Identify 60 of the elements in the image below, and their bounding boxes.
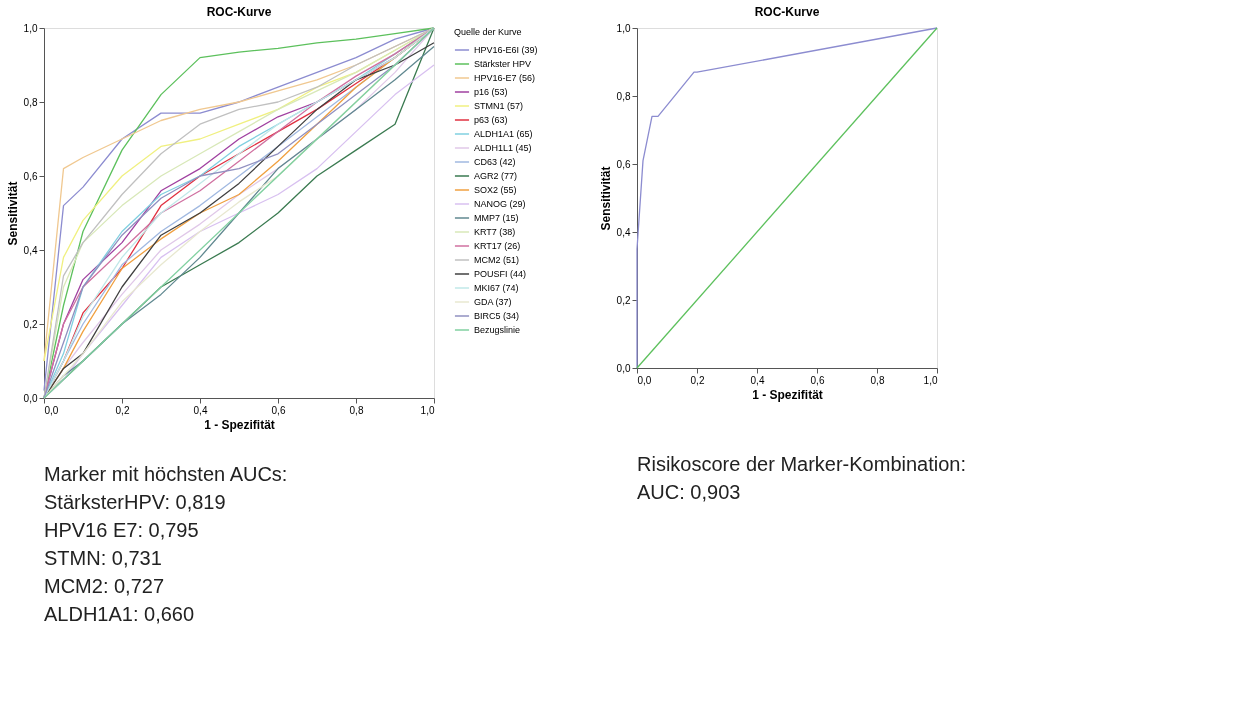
x-axis-title: 1 - Spezifität [752, 387, 823, 402]
legend-label: NANOG (29) [474, 199, 526, 209]
chart-title: ROC-Kurve [206, 5, 272, 19]
legend-label: Stärkster HPV [474, 59, 532, 69]
x-tick-label: 0,2 [115, 404, 130, 416]
y-axis-title: Sensitivität [598, 166, 613, 231]
x-tick-label: 0,8 [870, 374, 885, 386]
legend-label: MCM2 (51) [474, 255, 520, 265]
y-tick-label: 0,0 [616, 362, 631, 374]
x-tick-label: 0,4 [193, 404, 208, 416]
x-tick-label: 0,0 [44, 404, 59, 416]
legend-title: Quelle der Kurve [454, 27, 522, 37]
legend-label: Bezugslinie [474, 325, 521, 335]
legend-label: MKI67 (74) [474, 283, 519, 293]
text: MCM2: 0,727 [44, 575, 165, 597]
text: Marker mit höchsten AUCs: [44, 463, 288, 485]
x-tick-label: 0,6 [810, 374, 825, 386]
y-axis-title: Sensitivität [5, 181, 20, 246]
legend-label: p63 (63) [474, 115, 508, 125]
legend-label: p16 (53) [474, 87, 508, 97]
legend-label: CD63 (42) [474, 157, 516, 167]
x-tick-label: 1,0 [420, 404, 435, 416]
y-tick-label: 1,0 [616, 22, 631, 34]
legend-label: STMN1 (57) [474, 101, 524, 111]
text: AUC: 0,903 [637, 481, 741, 503]
legend-label: BIRC5 (34) [474, 311, 520, 321]
x-tick-label: 0,8 [349, 404, 364, 416]
text: Risikoscore der Marker-Kombination: [637, 453, 967, 475]
legend-label: MMP7 (15) [474, 213, 519, 223]
y-tick-label: 0,6 [23, 170, 38, 182]
text: ALDH1A1: 0,660 [44, 603, 195, 625]
legend-label: HPV16-E6I (39) [474, 45, 538, 55]
y-tick-label: 0,4 [616, 226, 631, 238]
y-tick-label: 0,6 [616, 158, 631, 170]
chart-title: ROC-Kurve [754, 5, 820, 19]
text: StärksterHPV: 0,819 [44, 491, 226, 513]
y-tick-label: 1,0 [23, 22, 38, 34]
legend-label: ALDH1A1 (65) [474, 129, 533, 139]
text: STMN: 0,731 [44, 547, 162, 569]
legend-label: KRT17 (26) [474, 241, 521, 251]
legend-label: KRT7 (38) [474, 227, 516, 237]
y-tick-label: 0,0 [23, 392, 38, 404]
y-tick-label: 0,4 [23, 244, 38, 256]
legend-label: GDA (37) [474, 297, 512, 307]
x-tick-label: 1,0 [923, 374, 938, 386]
y-tick-label: 0,2 [616, 294, 631, 306]
legend-label: ALDH1L1 (45) [474, 143, 532, 153]
y-tick-label: 0,2 [23, 318, 38, 330]
x-axis-title: 1 - Spezifität [204, 417, 275, 432]
legend-label: AGR2 (77) [474, 171, 518, 181]
x-tick-label: 0,4 [750, 374, 765, 386]
y-tick-label: 0,8 [23, 96, 38, 108]
legend-label: SOX2 (55) [474, 185, 517, 195]
x-tick-label: 0,6 [271, 404, 286, 416]
legend-label: POUSFI (44) [474, 269, 527, 279]
x-tick-label: 0,2 [690, 374, 705, 386]
x-tick-label: 0,0 [637, 374, 652, 386]
text: HPV16 E7: 0,795 [44, 519, 199, 541]
legend-label: HPV16-E7 (56) [474, 73, 536, 83]
y-tick-label: 0,8 [616, 90, 631, 102]
